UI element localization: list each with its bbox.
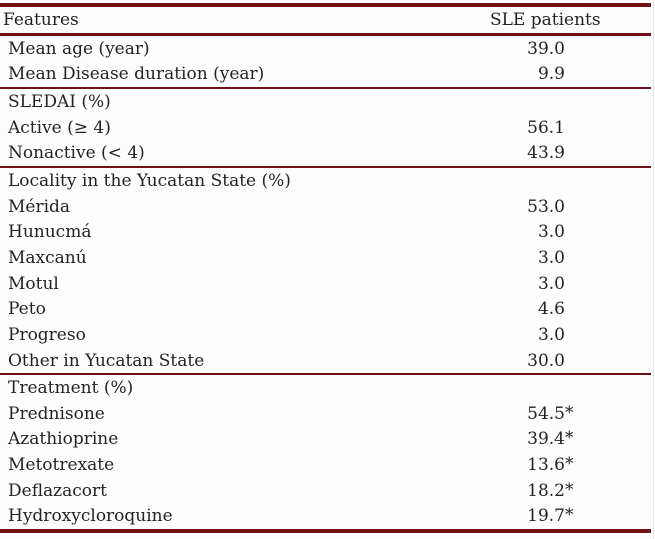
table-row: Active (≥ 4) 56.1 (0, 115, 651, 141)
significance-asterisk: * (565, 505, 574, 526)
feature-label: Active (≥ 4) (8, 117, 111, 138)
value-cell: 19.7 * (465, 505, 651, 527)
value-number: 54.5 * (527, 402, 574, 424)
table-header-row: Features SLE patients (0, 7, 651, 36)
feature-label: Metotrexate (8, 455, 115, 476)
value-number: 3.0 (537, 324, 565, 345)
features-column-header: Features (3, 10, 79, 30)
table-row: Nonactive (< 4) 43.9 (0, 141, 651, 167)
value-cell: 30.0 (465, 351, 651, 371)
table-row: Azathioprine 39.4 * (0, 427, 651, 453)
value-number: 39.0 (527, 38, 565, 59)
feature-label: Prednisone (8, 403, 105, 424)
feature-label: Nonactive (< 4) (8, 143, 145, 164)
table-row: Progreso 3.0 (0, 322, 651, 348)
table-row: Maxcanú 3.0 (0, 245, 651, 271)
feature-label: Maxcanú (8, 247, 87, 268)
value-number: 13.6 * (527, 454, 574, 476)
table-row: Mérida 53.0 (0, 194, 651, 220)
table-section: SLEDAI (%) Active (≥ 4) 56.1 Nonactive (< 4… (0, 87, 651, 166)
value-number: 56.1 (527, 117, 565, 138)
table-row: Locality in the Yucatan State (%) (0, 168, 651, 194)
table-row: Treatment (%) (0, 375, 651, 401)
value-cell: 3.0 (465, 325, 651, 345)
table-row: Hunucmá 3.0 (0, 219, 651, 245)
features-table: Features SLE patients Mean age (year) 39.… (0, 3, 651, 534)
table-row: Metotrexate 13.6 * (0, 452, 651, 478)
value-cell: 39.4 * (465, 428, 651, 450)
significance-asterisk: * (565, 454, 574, 475)
feature-label: Deflazacort (8, 480, 107, 501)
value-number: 3.0 (537, 222, 565, 243)
value-cell: 54.5 * (465, 402, 651, 424)
feature-label: Mérida (8, 196, 71, 217)
table-row: Peto 4.6 (0, 296, 651, 322)
table-row: Mean age (year) 39.0 (0, 36, 651, 62)
table-row: Prednisone 54.5 * (0, 401, 651, 427)
feature-label: Mean Disease duration (year) (8, 64, 265, 85)
feature-label: Mean age (year) (8, 38, 150, 59)
table-section: Treatment (%) Prednisone 54.5 * Azathioprine… (0, 373, 651, 529)
value-number: 19.7 * (527, 505, 574, 527)
sle-patients-column-header: SLE patients (490, 10, 601, 30)
value-cell: 4.6 (465, 299, 651, 319)
significance-asterisk: * (565, 479, 574, 500)
table-row: Hydroxycloroquine 19.7 * (0, 504, 651, 530)
value-number: 30.0 (527, 350, 565, 371)
table-row: SLEDAI (%) (0, 89, 651, 115)
feature-label: Treatment (%) (8, 378, 134, 399)
feature-label: Motul (8, 273, 59, 294)
significance-asterisk: * (565, 428, 574, 449)
value-number: 43.9 (527, 143, 565, 164)
table-body: Mean age (year) 39.0 Mean Disease duration… (0, 36, 651, 529)
table-section: Mean age (year) 39.0 Mean Disease duration… (0, 36, 651, 87)
value-cell: 39.0 (465, 39, 651, 59)
value-cell: 53.0 (465, 197, 651, 217)
significance-asterisk: * (565, 402, 574, 423)
table-section: Locality in the Yucatan State (%) Mérida 5… (0, 166, 651, 373)
feature-label: Hydroxycloroquine (8, 506, 173, 527)
table-row: Mean Disease duration (year) 9.9 (0, 62, 651, 88)
value-cell: 3.0 (465, 248, 651, 268)
value-cell: 56.1 (465, 118, 651, 138)
value-number: 18.2 * (527, 479, 574, 501)
value-cell: 3.0 (465, 222, 651, 242)
value-number: 53.0 (527, 196, 565, 217)
value-number: 3.0 (537, 247, 565, 268)
page-right-edge (653, 0, 654, 539)
feature-label: Locality in the Yucatan State (%) (8, 171, 291, 192)
value-number: 3.0 (537, 273, 565, 294)
value-number: 39.4 * (527, 428, 574, 450)
table-row: Deflazacort 18.2 * (0, 478, 651, 504)
value-cell: 43.9 (465, 143, 651, 163)
feature-label: Hunucmá (8, 222, 92, 243)
feature-label: Azathioprine (8, 429, 119, 450)
feature-label: SLEDAI (%) (8, 92, 111, 113)
table-row: Other in Yucatan State 30.0 (0, 348, 651, 374)
feature-label: Peto (8, 299, 46, 320)
value-number: 4.6 (537, 299, 565, 320)
feature-label: Progreso (8, 324, 86, 345)
value-cell: 13.6 * (465, 454, 651, 476)
value-cell: 3.0 (465, 274, 651, 294)
feature-label: Other in Yucatan State (8, 350, 205, 371)
value-number: 9.9 (537, 64, 565, 85)
value-cell: 9.9 (465, 64, 651, 84)
table-row: Motul 3.0 (0, 271, 651, 297)
value-cell: 18.2 * (465, 479, 651, 501)
